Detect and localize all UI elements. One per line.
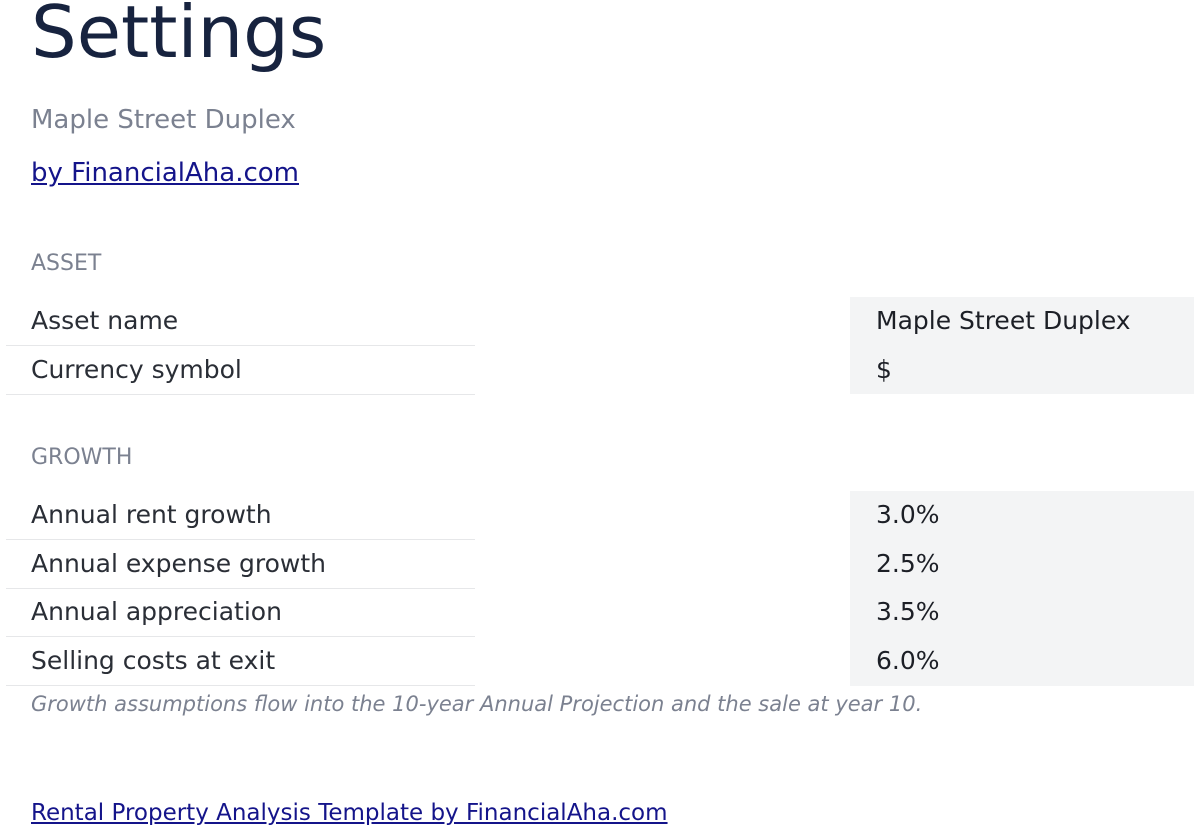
header-link[interactable]: by FinancialAha.com [31, 158, 299, 188]
row-label: Currency symbol [6, 346, 475, 395]
row-label: Asset name [6, 297, 475, 346]
subtitle: Maple Street Duplex [31, 105, 296, 135]
row-label: Annual appreciation [6, 588, 475, 638]
row-label: Selling costs at exit [6, 637, 475, 687]
input-cell[interactable]: $ [850, 345, 1194, 395]
row-label: Annual expense growth [6, 540, 475, 589]
input-cell[interactable]: Maple Street Duplex [850, 297, 1194, 346]
footer-link[interactable]: Rental Property Analysis Template by Fin… [31, 800, 668, 826]
title: Settings [31, 0, 327, 74]
input-cell[interactable]: 3.0% [850, 491, 1194, 540]
section-heading: GROWTH [31, 445, 133, 470]
input-cell[interactable]: 3.5% [850, 588, 1194, 637]
input-cell[interactable]: 2.5% [850, 539, 1194, 589]
section-heading: ASSET [31, 251, 102, 276]
note: Growth assumptions flow into the 10-year… [31, 691, 923, 716]
input-cell[interactable]: 6.0% [850, 637, 1194, 686]
row-label: Annual rent growth [6, 491, 475, 540]
